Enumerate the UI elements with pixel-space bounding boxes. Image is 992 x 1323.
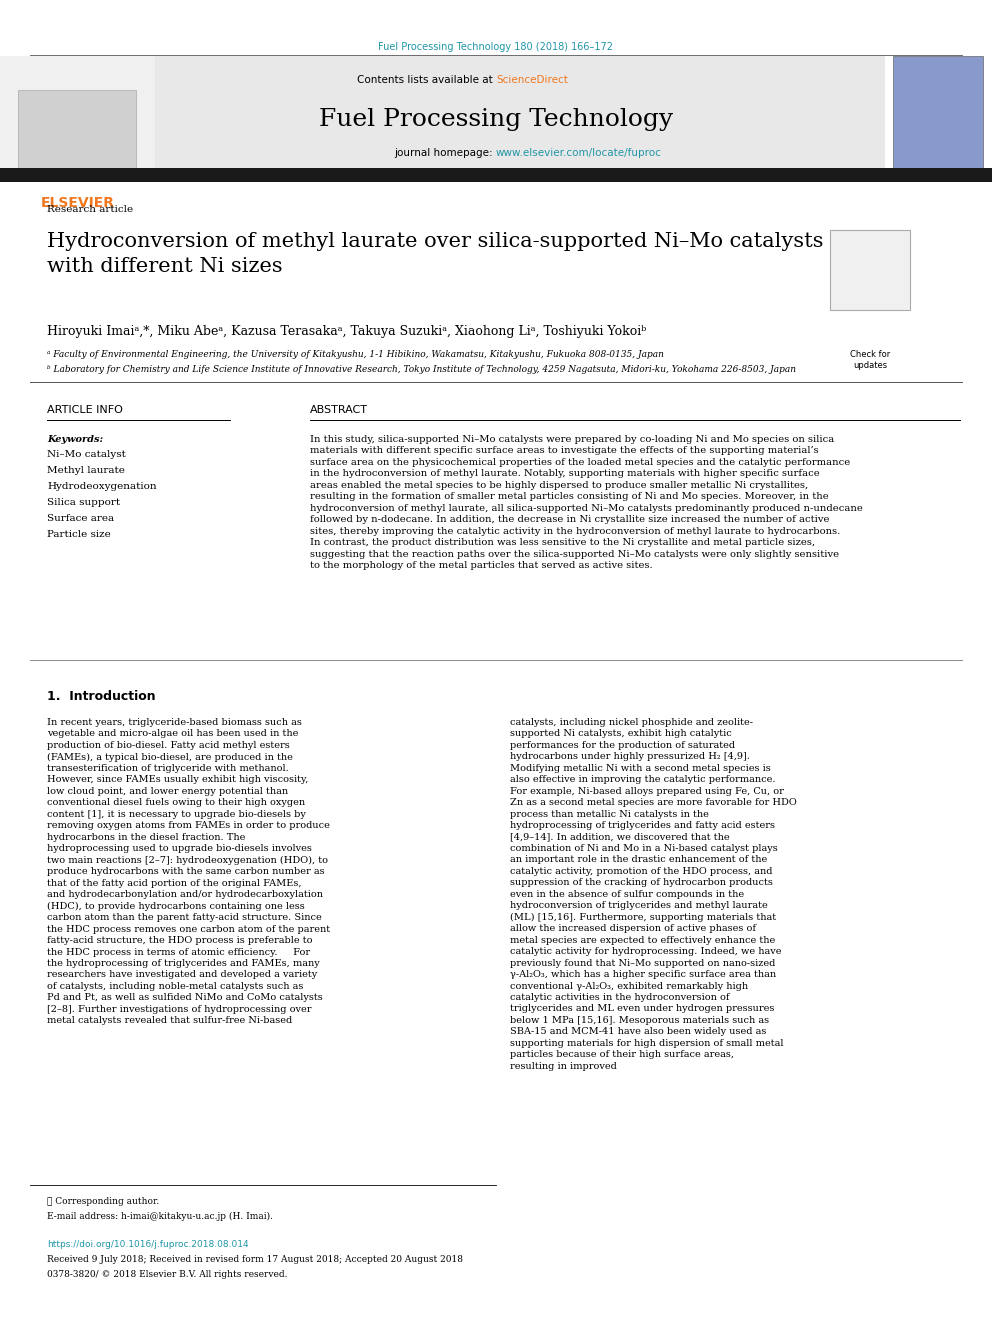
Text: Received 9 July 2018; Received in revised form 17 August 2018; Accepted 20 Augus: Received 9 July 2018; Received in revise… <box>47 1256 463 1263</box>
Text: Hydrodeoxygenation: Hydrodeoxygenation <box>47 482 157 491</box>
Text: Fuel Processing Technology: Fuel Processing Technology <box>319 108 673 131</box>
Text: Hydroconversion of methyl laurate over silica-supported Ni–Mo catalysts
with dif: Hydroconversion of methyl laurate over s… <box>47 232 823 277</box>
Text: 0378-3820/ © 2018 Elsevier B.V. All rights reserved.: 0378-3820/ © 2018 Elsevier B.V. All righ… <box>47 1270 288 1279</box>
Text: Surface area: Surface area <box>47 515 114 523</box>
Text: ARTICLE INFO: ARTICLE INFO <box>47 405 123 415</box>
Text: ELSEVIER: ELSEVIER <box>41 196 115 210</box>
Text: ★ Corresponding author.: ★ Corresponding author. <box>47 1197 160 1207</box>
Text: In recent years, triglyceride-based biomass such as
vegetable and micro-algae oi: In recent years, triglyceride-based biom… <box>47 718 330 1025</box>
FancyBboxPatch shape <box>155 56 885 168</box>
Text: Check for
updates: Check for updates <box>850 351 890 370</box>
FancyBboxPatch shape <box>0 168 992 183</box>
Text: Silica support: Silica support <box>47 497 120 507</box>
Text: ScienceDirect: ScienceDirect <box>496 75 567 85</box>
FancyBboxPatch shape <box>0 56 155 168</box>
Text: catalysts, including nickel phosphide and zeolite-
supported Ni catalysts, exhib: catalysts, including nickel phosphide an… <box>510 718 797 1070</box>
Text: E-mail address: h-imai@kitakyu-u.ac.jp (H. Imai).: E-mail address: h-imai@kitakyu-u.ac.jp (… <box>47 1212 273 1221</box>
Text: Ni–Mo catalyst: Ni–Mo catalyst <box>47 450 126 459</box>
Text: Particle size: Particle size <box>47 531 111 538</box>
Text: Research article: Research article <box>47 205 133 214</box>
Text: 1.  Introduction: 1. Introduction <box>47 691 156 703</box>
Text: journal homepage:: journal homepage: <box>394 148 496 157</box>
Text: Hiroyuki Imaiᵃ,*, Miku Abeᵃ, Kazusa Terasakaᵃ, Takuya Suzukiᵃ, Xiaohong Liᵃ, Tos: Hiroyuki Imaiᵃ,*, Miku Abeᵃ, Kazusa Tera… <box>47 325 646 337</box>
Text: www.elsevier.com/locate/fuproc: www.elsevier.com/locate/fuproc <box>496 148 662 157</box>
FancyBboxPatch shape <box>830 230 910 310</box>
Text: Contents lists available at: Contents lists available at <box>357 75 496 85</box>
Text: In this study, silica-supported Ni–Mo catalysts were prepared by co-loading Ni a: In this study, silica-supported Ni–Mo ca… <box>310 435 863 570</box>
Text: ᵇ Laboratory for Chemistry and Life Science Institute of Innovative Research, To: ᵇ Laboratory for Chemistry and Life Scie… <box>47 365 796 374</box>
Text: ᵃ Faculty of Environmental Engineering, the University of Kitakyushu, 1-1 Hibiki: ᵃ Faculty of Environmental Engineering, … <box>47 351 664 359</box>
FancyBboxPatch shape <box>18 90 136 169</box>
Text: ABSTRACT: ABSTRACT <box>310 405 368 415</box>
Text: Methyl laurate: Methyl laurate <box>47 466 125 475</box>
FancyBboxPatch shape <box>893 56 983 168</box>
Text: https://doi.org/10.1016/j.fuproc.2018.08.014: https://doi.org/10.1016/j.fuproc.2018.08… <box>47 1240 249 1249</box>
Text: Keywords:: Keywords: <box>47 435 103 445</box>
Text: Fuel Processing Technology 180 (2018) 166–172: Fuel Processing Technology 180 (2018) 16… <box>379 42 613 52</box>
